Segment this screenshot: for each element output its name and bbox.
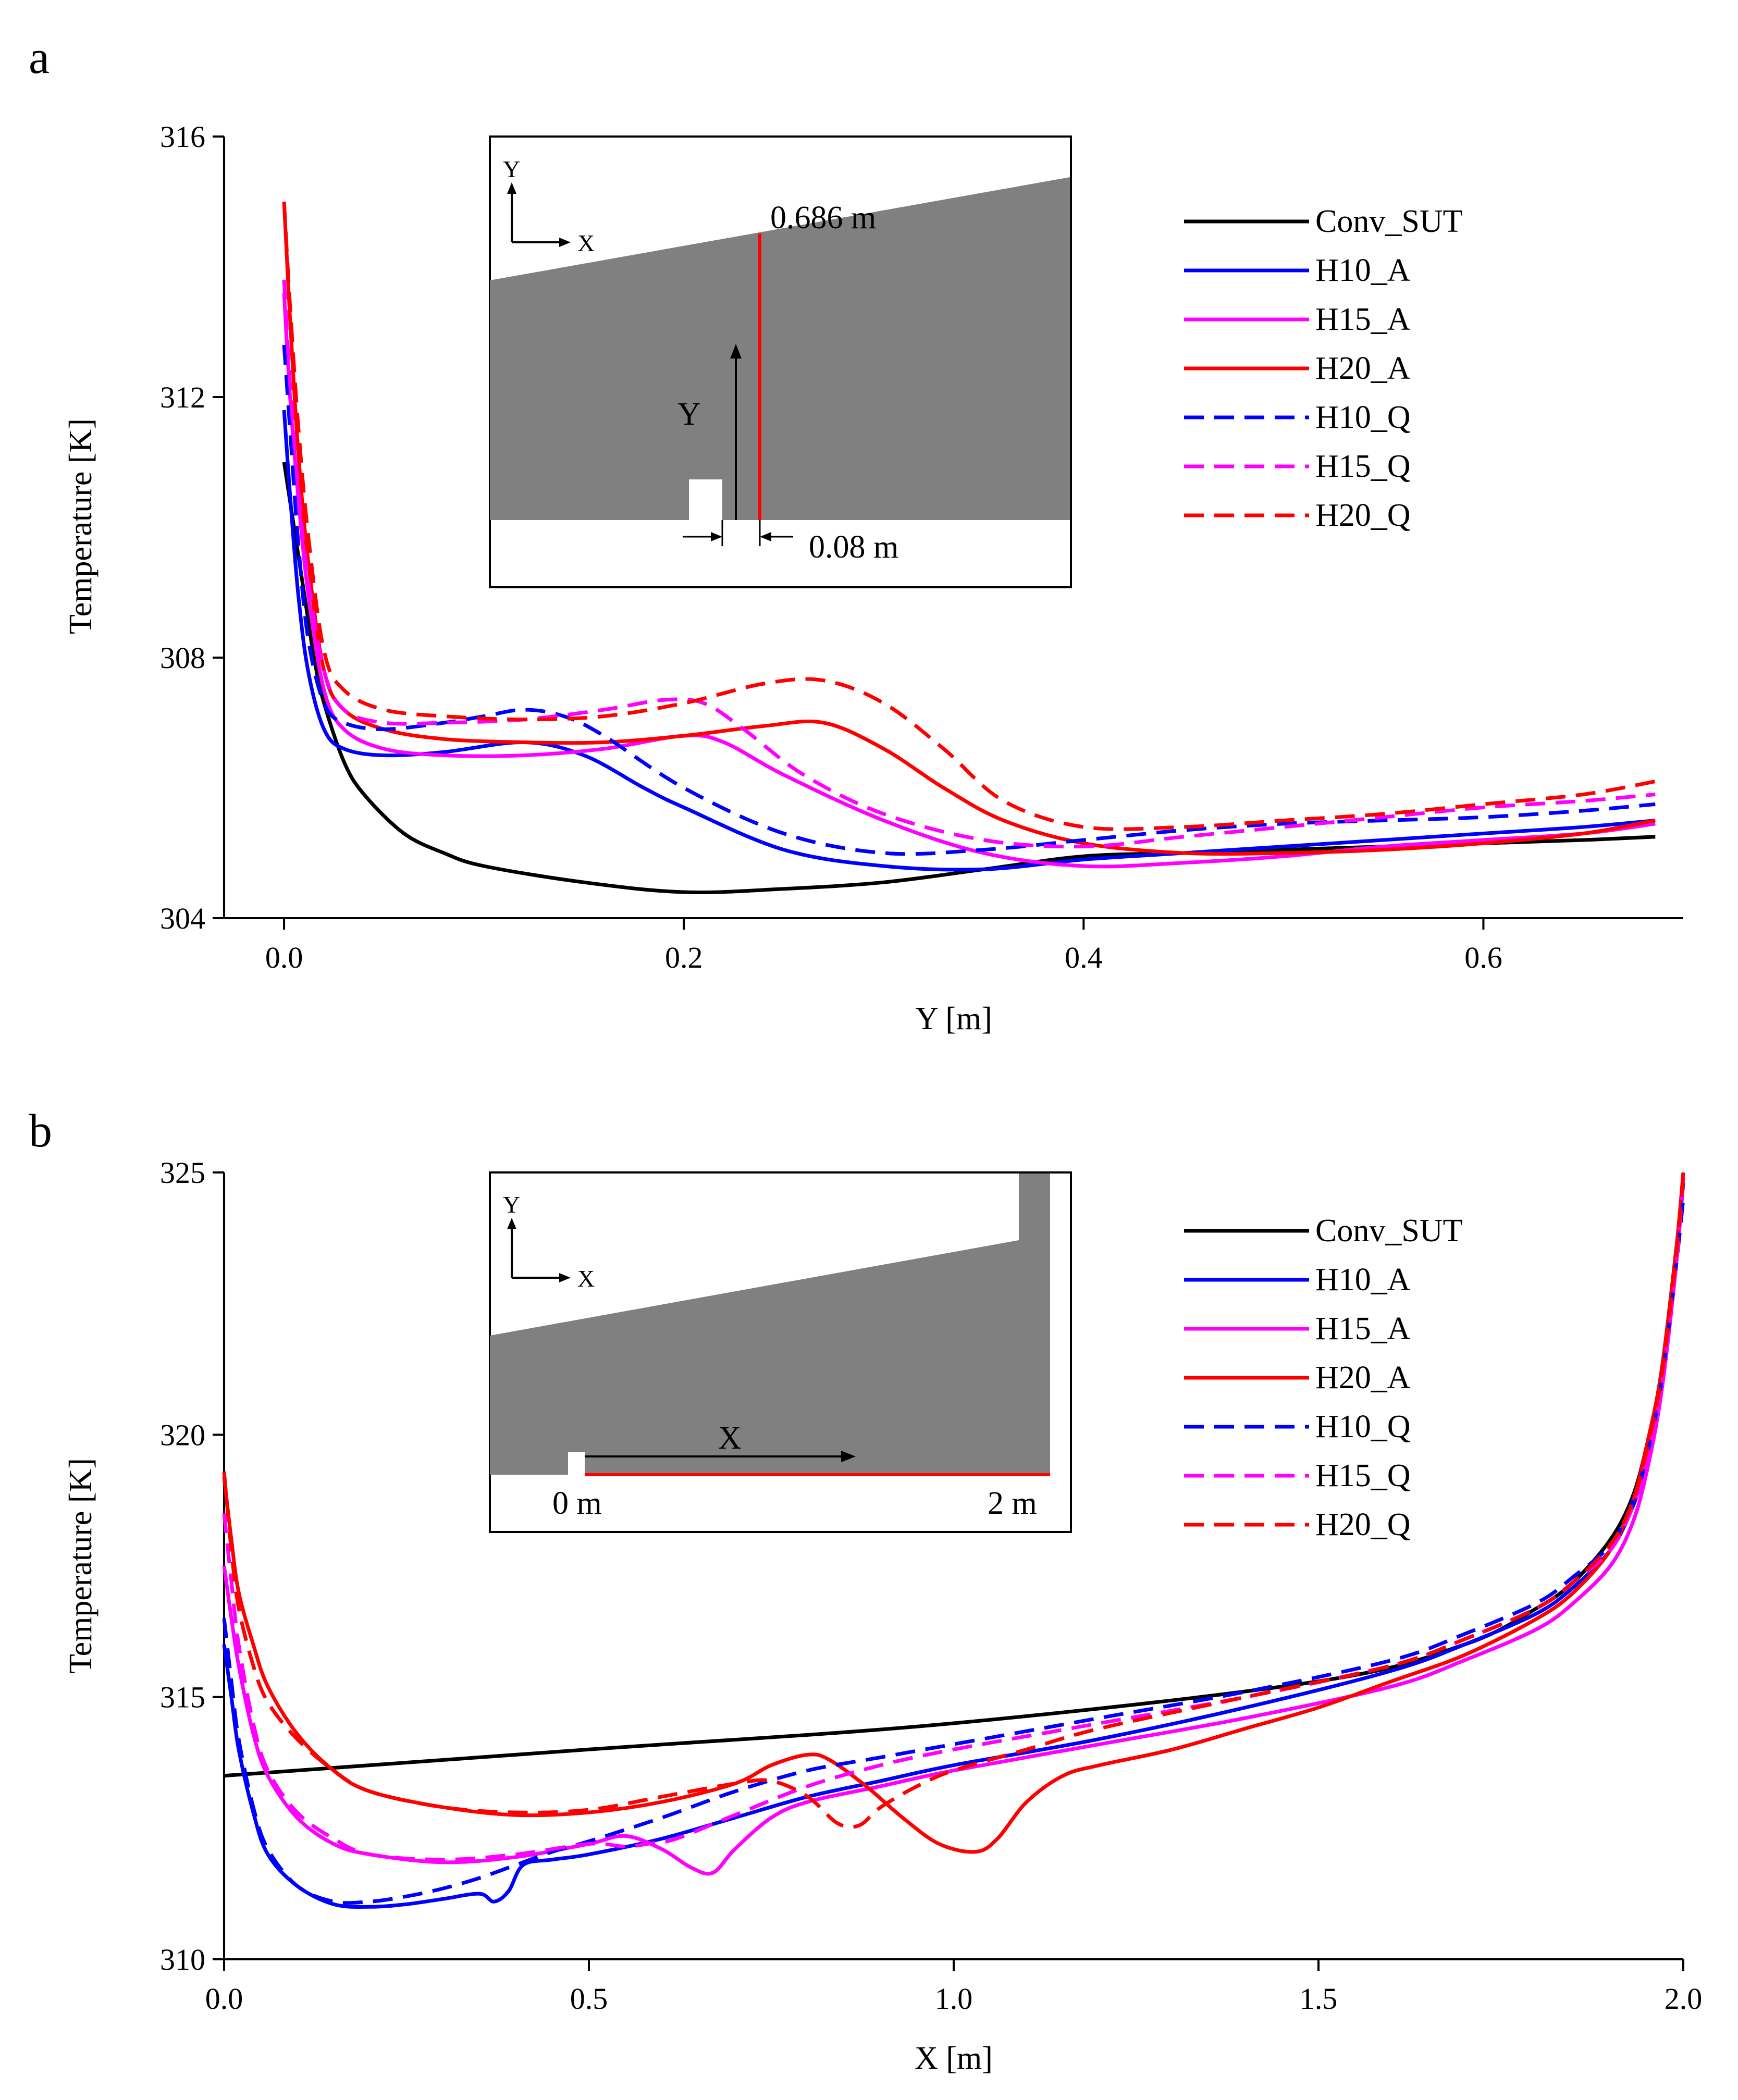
x-tick-label: 1.0: [935, 1982, 973, 2016]
x-tick-label: 0.5: [570, 1982, 608, 2016]
legend: Conv_SUT H10_A H15_A H20_A H10_Q H15_Q H20_Q: [1184, 1213, 1462, 1542]
legend-label: H10_A: [1315, 1262, 1411, 1298]
x-axis-label: Y [m]: [915, 1001, 992, 1036]
y-tick-label: 304: [160, 901, 205, 935]
legend: Conv_SUT H10_A H15_A H20_A H10_Q H15_Q H20_Q: [1184, 204, 1462, 533]
inset-label-arrow: X: [718, 1420, 742, 1456]
y-tick-label: 316: [160, 120, 205, 154]
x-tick-label: 0.2: [665, 941, 703, 974]
x-tick-label: 0.0: [205, 1982, 243, 2016]
legend-label: H15_A: [1315, 1311, 1411, 1347]
series-group: [222, 1172, 1685, 1909]
legend-label: H10_A: [1315, 253, 1411, 288]
legend-label: H20_A: [1315, 351, 1411, 386]
x-tick-label: 0.6: [1464, 941, 1502, 974]
inset-label-offset: 0.08 m: [809, 529, 898, 565]
inset-axis-x-label: X: [577, 1265, 595, 1292]
series-line-h10-a: [282, 410, 1656, 872]
x-axis-label: X [m]: [915, 2041, 993, 2076]
y-tick-label: 310: [160, 1943, 205, 1977]
coordinate-axes-icon: Y X: [503, 1191, 595, 1292]
inset-label-arrow: Y: [677, 397, 701, 432]
series-line-h15-q: [222, 1177, 1685, 1862]
legend-label: H20_Q: [1315, 1507, 1411, 1542]
y-tick-label: 312: [160, 380, 205, 414]
x-tick-label: 2.0: [1665, 1982, 1703, 2016]
coordinate-axes-icon: Y X: [503, 156, 595, 256]
inset-diagram: Y 0.686 m 0.08 m Y X: [489, 135, 1072, 588]
y-axis-label: Temperature [K]: [63, 1458, 98, 1674]
inset-axis-y-label: Y: [503, 1191, 520, 1218]
inset-obstacle: [568, 1452, 585, 1476]
legend-label: Conv_SUT: [1315, 204, 1462, 239]
inset-axis-y-label: Y: [503, 156, 520, 182]
inset-x-arrowhead: [841, 1451, 856, 1462]
inset-dim-left-arrowhead: [711, 532, 722, 541]
inset-diagram: X 0 m 2 m Y X: [489, 1171, 1072, 1533]
x-tick-label: 0.0: [265, 941, 303, 974]
panel-b: b 310 315 320 325 0.0 0.5 1.0 1.5 2.0 X [m] Tem…: [29, 1105, 1702, 2076]
inset-label-end: 2 m: [988, 1486, 1037, 1521]
y-tick-label: 315: [160, 1681, 205, 1714]
inset-obstacle: [689, 479, 722, 521]
inset-domain-shape: [490, 177, 1070, 520]
x-tick-label: 0.4: [1065, 941, 1103, 974]
y-tick-label: 325: [160, 1156, 205, 1190]
panel-a: a 304 308 312 316 0.0 0.2 0.4 0.6 Y [m] Temper…: [29, 32, 1683, 1036]
inset-dim-right-arrowhead: [760, 532, 771, 541]
inset-label-start: 0 m: [552, 1486, 602, 1521]
legend-label: H20_Q: [1315, 498, 1411, 533]
y-tick-label: 320: [160, 1418, 205, 1452]
series-line-h20-a: [282, 201, 1656, 856]
legend-label: H15_Q: [1315, 1458, 1411, 1493]
series-line-h10-q: [282, 344, 1656, 856]
series-line-h20-q: [222, 1172, 1685, 1829]
inset-label-height: 0.686 m: [770, 200, 876, 236]
legend-label: H15_Q: [1315, 449, 1411, 484]
legend-label: H20_A: [1315, 1360, 1411, 1395]
inset-y-arrowhead: [730, 344, 742, 359]
legend-label: H10_Q: [1315, 1409, 1411, 1444]
series-line-h15-a: [222, 1177, 1685, 1876]
panel-label-a: a: [29, 32, 50, 83]
y-axis-label: Temperature [K]: [63, 418, 98, 634]
legend-label: H15_A: [1315, 302, 1411, 337]
legend-label: Conv_SUT: [1315, 1213, 1462, 1249]
inset-domain-shape: [490, 1173, 1050, 1475]
series-line-h15-q: [282, 279, 1656, 849]
series-line-h20-q: [282, 201, 1656, 831]
y-tick-label: 308: [160, 641, 205, 675]
panel-label-b: b: [29, 1105, 52, 1157]
series-group: [282, 201, 1656, 894]
inset-axis-x-label: X: [577, 230, 595, 256]
x-tick-label: 1.5: [1300, 1982, 1338, 2016]
legend-label: H10_Q: [1315, 400, 1411, 435]
